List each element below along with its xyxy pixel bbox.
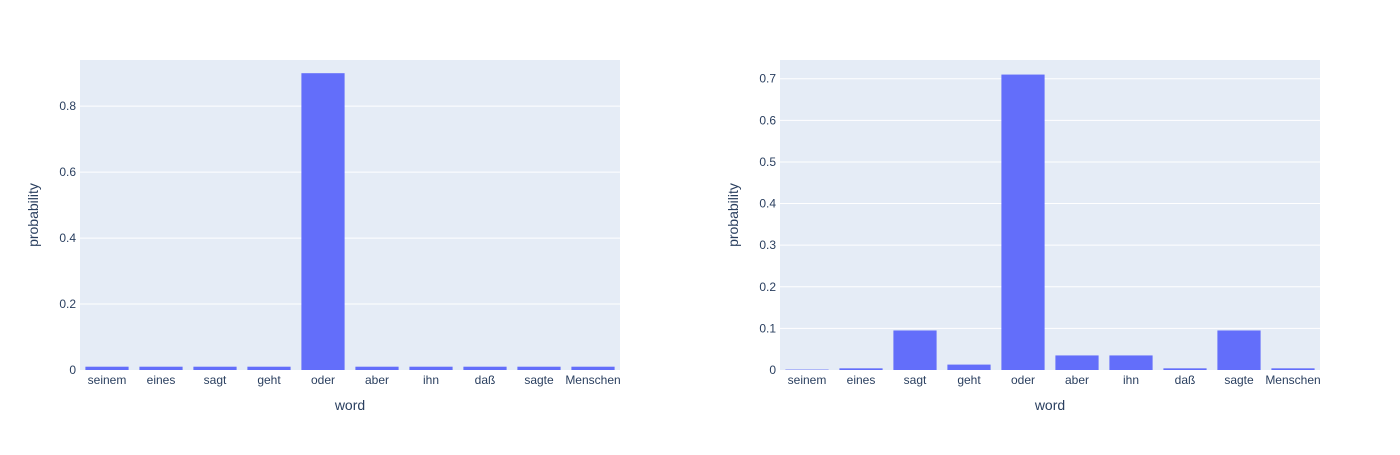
x-tick-label: Menschen	[565, 373, 620, 387]
y-tick-label: 0.3	[759, 238, 776, 252]
bar-eines	[139, 367, 182, 370]
x-axis-title: word	[334, 397, 365, 413]
x-tick-label: Menschen	[1265, 373, 1320, 387]
y-tick-label: 0.2	[59, 297, 76, 311]
x-tick-label: sagte	[1224, 373, 1254, 387]
bar-sagte	[517, 367, 560, 370]
x-tick-label: oder	[1011, 373, 1035, 387]
bar-oder	[1001, 75, 1044, 370]
bar-oder	[301, 73, 344, 370]
x-tick-label: eines	[847, 373, 876, 387]
chart-2: 0 0.1 0.2 0.3 0.4 0.5 0.6 0.7 seinem eines sagt geh…	[725, 60, 1321, 413]
x-tick-label: sagt	[204, 373, 227, 387]
x-tick-label: daß	[475, 373, 496, 387]
x-tick-label: geht	[257, 373, 281, 387]
y-tick-label: 0.4	[759, 197, 776, 211]
bar-aber	[1055, 355, 1098, 370]
x-tick-label: eines	[147, 373, 176, 387]
x-tick-label: sagt	[904, 373, 927, 387]
bar-geht	[947, 365, 990, 370]
bar-daß	[1163, 368, 1206, 370]
y-tick-label: 0.5	[759, 155, 776, 169]
bar-geht	[247, 367, 290, 370]
bar-Menschen	[571, 367, 614, 370]
bar-seinem	[85, 367, 128, 370]
y-tick-label: 0.4	[59, 231, 76, 245]
x-tick-label: sagte	[524, 373, 554, 387]
plot-area	[780, 60, 1320, 370]
y-tick-label: 0	[769, 363, 776, 377]
bar-ihn	[409, 367, 452, 370]
x-tick-label: aber	[365, 373, 389, 387]
x-tick-label: seinem	[788, 373, 827, 387]
y-tick-label: 0.6	[59, 165, 76, 179]
bar-sagte	[1217, 330, 1260, 370]
bar-sagt	[893, 330, 936, 370]
x-tick-label: seinem	[88, 373, 127, 387]
y-tick-label: 0	[69, 363, 76, 377]
x-tick-label: oder	[311, 373, 335, 387]
x-tick-label: ihn	[423, 373, 439, 387]
bar-daß	[463, 367, 506, 370]
bar-Menschen	[1271, 368, 1314, 370]
y-axis-title: probability	[725, 183, 741, 247]
bar-aber	[355, 367, 398, 370]
x-tick-label: geht	[957, 373, 981, 387]
x-tick-label: aber	[1065, 373, 1089, 387]
bar-ihn	[1109, 355, 1152, 370]
bar-sagt	[193, 367, 236, 370]
x-axis-title: word	[1034, 397, 1065, 413]
bar-eines	[839, 368, 882, 370]
y-tick-label: 0.7	[759, 72, 776, 86]
x-tick-label: ihn	[1123, 373, 1139, 387]
y-tick-label: 0.6	[759, 113, 776, 127]
chart-1: 0 0.2 0.4 0.6 0.8 seinem eines sagt geht oder aber…	[25, 60, 621, 413]
y-axis-title: probability	[25, 183, 41, 247]
y-tick-label: 0.1	[759, 321, 776, 335]
y-tick-label: 0.2	[759, 280, 776, 294]
x-tick-label: daß	[1175, 373, 1196, 387]
y-tick-label: 0.8	[59, 99, 76, 113]
